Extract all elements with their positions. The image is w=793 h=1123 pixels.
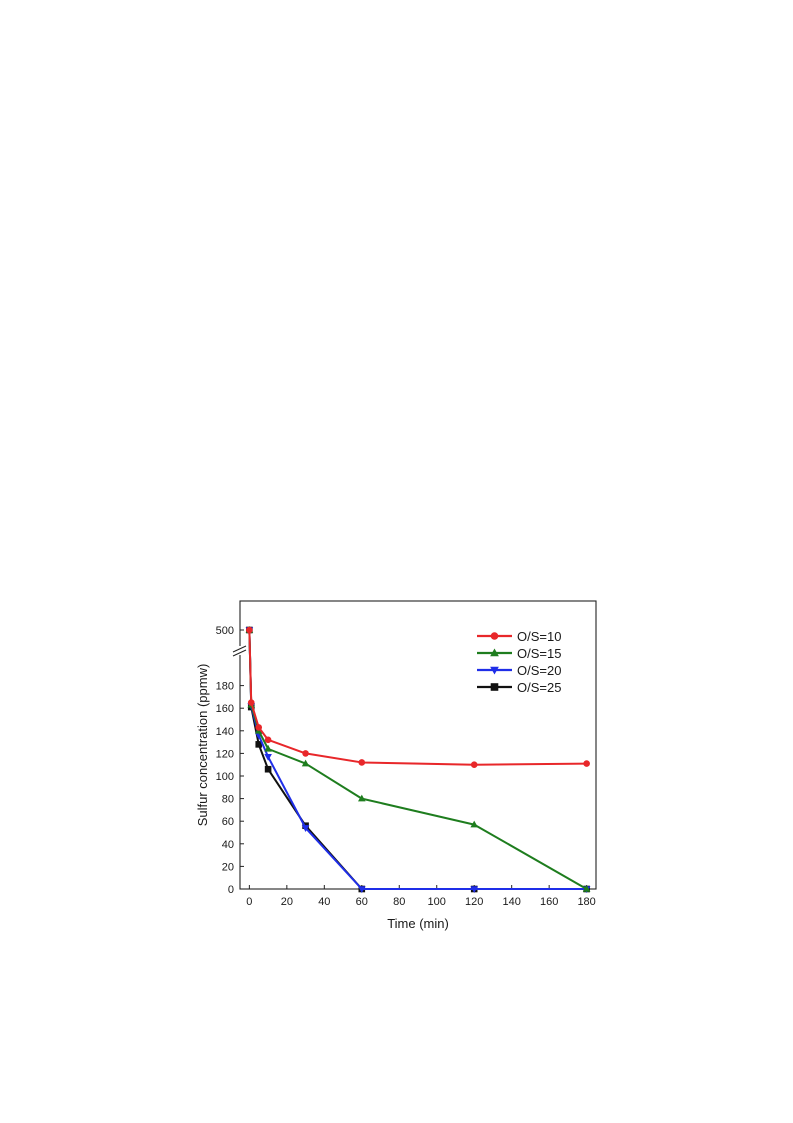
y-tick-label: 20 [222,861,234,873]
plot-series [245,626,591,893]
x-tick-label: 140 [503,896,521,908]
data-point [583,760,590,767]
data-point [246,626,253,634]
data-point [357,794,366,802]
legend-marker [490,648,499,657]
legend-marker [490,683,499,691]
series-line [248,629,587,766]
x-tick-label: 40 [318,896,330,908]
x-tick-label: 180 [577,896,595,908]
legend-label: O/S=15 [517,646,561,661]
data-point [358,759,366,766]
data-point [301,759,310,767]
legend-label: O/S=25 [517,680,561,695]
data-point [264,765,272,773]
data-point [264,753,272,761]
x-tick-label: 20 [281,896,293,908]
axis-ticks: 0 20 40 60 80 100 120 140 160 180 0 20 40 60 80 100 120 1… [216,625,596,908]
data-point [302,750,309,757]
y-tick-label: 60 [222,816,234,828]
legend-marker [490,666,499,675]
x-tick-label: 60 [356,896,368,908]
data-point [247,699,255,706]
data-point [301,825,310,832]
data-point [255,741,263,748]
data-point [470,886,479,893]
legend-label: O/S=20 [517,663,561,678]
y-tick-label: 160 [216,703,234,715]
y-tick-label: 180 [216,681,234,693]
y-tick-label: 140 [216,726,234,738]
legend-label: O/S=10 [517,629,561,644]
series-o-s-10 [246,626,590,768]
x-tick-label: 80 [393,896,405,908]
x-tick-label: 100 [428,896,446,908]
data-point [255,724,263,731]
x-tick-label: 160 [540,896,558,908]
y-tick-label: 40 [222,839,234,851]
y-axis-break [232,645,247,657]
y-tick-label: 80 [222,794,234,806]
y-tick-label: 500 [216,625,234,637]
data-point [357,886,366,893]
x-tick-label: 0 [246,896,252,908]
data-point [470,761,478,768]
y-axis-title: Sulfur concentration (ppmw) [195,664,210,827]
x-axis-title: Time (min) [387,916,449,931]
y-tick-label: 100 [216,771,234,783]
data-point [264,736,272,744]
data-point [582,885,591,892]
legend: O/S=10 O/S=15 O/S=20 O/S=25 [477,629,561,695]
data-point [470,820,479,828]
data-point [264,744,272,752]
legend-marker [490,632,499,640]
x-tick-label: 120 [465,896,483,908]
y-tick-label: 120 [216,748,234,760]
y-tick-label: 0 [228,884,234,896]
